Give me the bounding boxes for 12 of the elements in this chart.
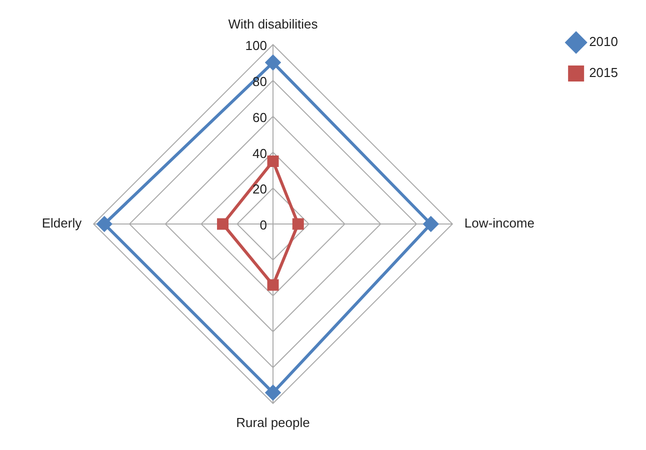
y-tick-label: 80	[252, 74, 267, 90]
y-tick-label: 20	[252, 182, 267, 197]
y-tick-label: 40	[252, 146, 267, 161]
legend-label: 2010	[589, 34, 618, 50]
y-tick-label: 0	[260, 218, 267, 233]
spoke-label: With disabilities	[228, 16, 318, 32]
legend-label: 2015	[589, 65, 618, 80]
spoke-label: Elderly	[42, 216, 82, 231]
y-tick-label: 100	[245, 38, 267, 54]
spoke-label: Low-income	[464, 216, 534, 231]
spoke-label: Rural people	[236, 414, 310, 430]
y-tick-label: 60	[252, 110, 267, 125]
